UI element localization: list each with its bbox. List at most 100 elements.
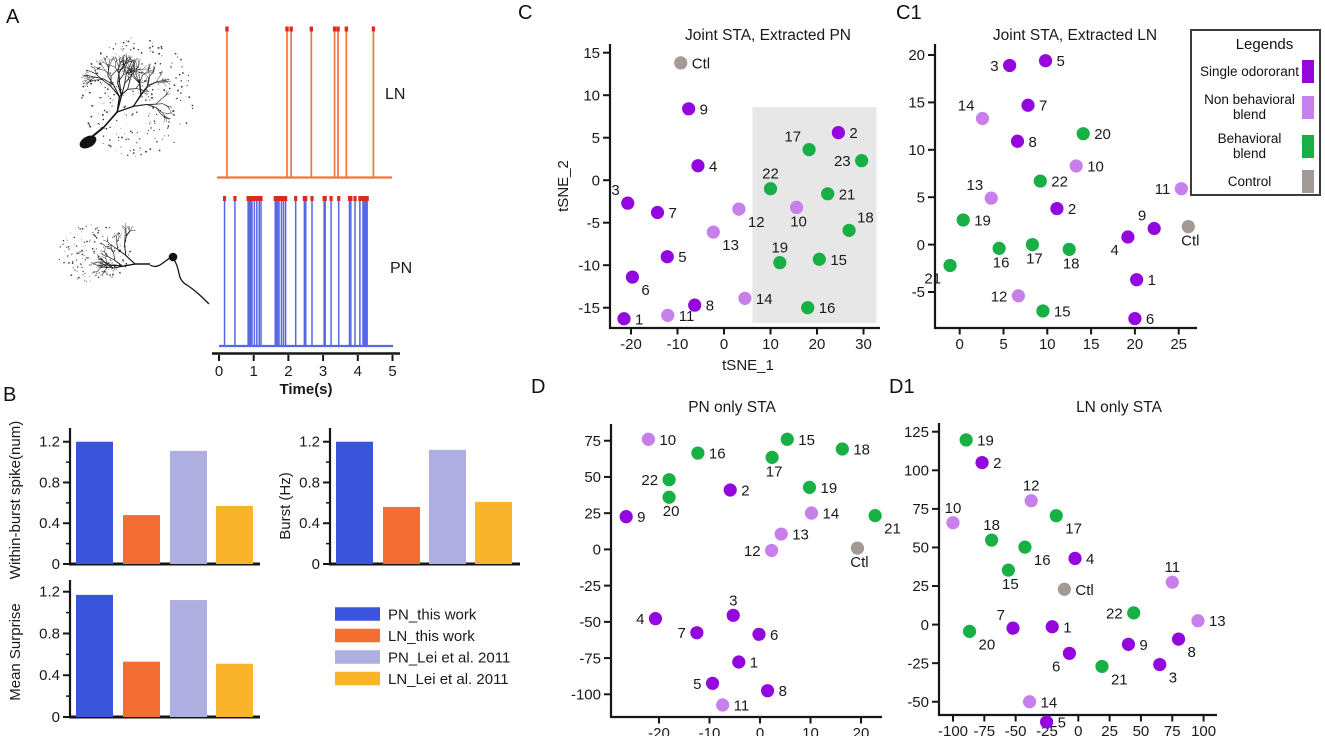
neuron-dot <box>160 46 163 48</box>
neuron-branch <box>145 81 150 83</box>
neuron-branch <box>115 58 120 63</box>
legend-swatch-control <box>1302 170 1314 194</box>
scatter-point-1 <box>617 312 631 326</box>
neuron-dot <box>112 276 114 278</box>
point-label: 17 <box>1065 521 1082 538</box>
neuron-dot <box>104 86 106 89</box>
scatter-point-15 <box>1036 304 1050 318</box>
neuron-branch <box>149 71 155 75</box>
neuron-dot <box>67 255 69 257</box>
neuron-dot <box>124 54 126 56</box>
neuron-dot <box>163 115 166 118</box>
neuron-branch <box>144 77 148 82</box>
neuron-dot <box>112 48 115 50</box>
neuron-branch <box>103 267 108 273</box>
axis-tick-label: 100 <box>1191 723 1216 736</box>
neuron-branch <box>118 61 120 68</box>
axis-tick-label: 0 <box>52 709 60 726</box>
axis-tick-label: 1.2 <box>299 434 320 451</box>
axis-tick-label: -5 <box>587 215 600 232</box>
neuron-dot <box>157 47 160 49</box>
neuron-branch <box>128 55 131 61</box>
legend-title: Legends <box>1235 36 1294 53</box>
neuron-dot <box>71 262 74 265</box>
legend-item: Control <box>1197 170 1314 194</box>
neuron-branch <box>153 66 155 73</box>
neuron-dot <box>151 42 153 44</box>
point-label: 11 <box>1155 181 1171 198</box>
neuron-branch <box>167 105 171 110</box>
scatter-point-10 <box>1069 159 1083 173</box>
neuron-branch <box>116 61 120 68</box>
neuron-dot <box>102 235 104 237</box>
axis-tick-label: -20 <box>648 725 670 736</box>
neuron-dot <box>168 87 171 90</box>
neuron-dot <box>95 237 98 239</box>
point-label: 14 <box>756 291 773 308</box>
point-label: 5 <box>693 676 701 693</box>
neuron-dot <box>141 96 143 98</box>
neuron-dot <box>149 39 151 42</box>
scatter-point-5 <box>660 250 674 264</box>
scatter-point-6 <box>625 270 639 284</box>
neuron-dot <box>67 246 70 248</box>
axis-tick-label: -25 <box>1036 723 1058 736</box>
neuron-branch <box>86 80 91 84</box>
axis-tick-label: 1 <box>250 363 258 380</box>
point-label: 15 <box>1002 576 1019 593</box>
scatter-point-2 <box>831 126 845 140</box>
axis-tick-label: -10 <box>667 336 689 353</box>
scatter-point-2 <box>723 483 737 497</box>
neuron-dot <box>150 127 152 129</box>
legend-box: Legends Single odororant Non behavioral bl… <box>1190 29 1321 196</box>
bar-LN_Lei et al. 2011 <box>475 501 512 564</box>
scatter-point-Ctl <box>1181 219 1195 234</box>
neuron-branch <box>94 79 103 81</box>
neuron-branch <box>106 264 114 269</box>
scatter-point-12 <box>765 543 779 558</box>
neuron-dot <box>109 126 111 129</box>
neuron-branch <box>130 70 134 73</box>
neuron-branch <box>135 88 143 90</box>
scatter-point-11 <box>1174 182 1188 196</box>
spike-top-marker <box>257 196 261 201</box>
neuron-branch <box>96 254 101 258</box>
neuron-branch <box>105 56 110 61</box>
legend-swatch <box>335 671 380 686</box>
scatter-point-8 <box>688 298 702 312</box>
point-label: 7 <box>678 625 686 642</box>
axis-tick-label: 30 <box>855 336 872 353</box>
neuron-branch <box>103 78 114 86</box>
point-label: 7 <box>997 607 1005 624</box>
neuron-dot <box>84 279 86 281</box>
neuron-branch <box>111 248 114 254</box>
neuron-dot <box>86 240 88 243</box>
scatter-point-1 <box>732 655 746 669</box>
neuron-dot <box>103 109 106 112</box>
neuron-branch <box>108 60 110 68</box>
neuron-dot <box>163 89 166 92</box>
neuron-dot <box>111 268 113 270</box>
neuron-branch <box>124 231 130 237</box>
neuron-branch <box>128 62 132 68</box>
neuron-dot <box>86 69 88 72</box>
neuron-dot <box>125 40 127 42</box>
point-label: 12 <box>744 543 761 560</box>
legend-swatch-single <box>1302 60 1314 83</box>
axis-tick-label: 4 <box>354 363 362 380</box>
axis-tick-label: 20 <box>1127 336 1144 353</box>
neuron-dot <box>125 114 127 116</box>
neuron-dot <box>149 123 151 125</box>
neuron-dot <box>181 85 183 88</box>
neuron-dot <box>99 81 102 84</box>
legend-item-line: blend <box>1232 107 1267 123</box>
neuron-branch <box>137 67 142 72</box>
neuron-dot <box>86 75 88 77</box>
neuron-branch <box>147 82 157 87</box>
spike-top-marker <box>358 196 362 201</box>
neuron-dot <box>123 95 125 96</box>
neuron-branch <box>106 245 112 247</box>
scatter-point-16 <box>992 241 1006 255</box>
neuron-dot <box>71 261 74 263</box>
neuron-branch <box>92 261 99 265</box>
